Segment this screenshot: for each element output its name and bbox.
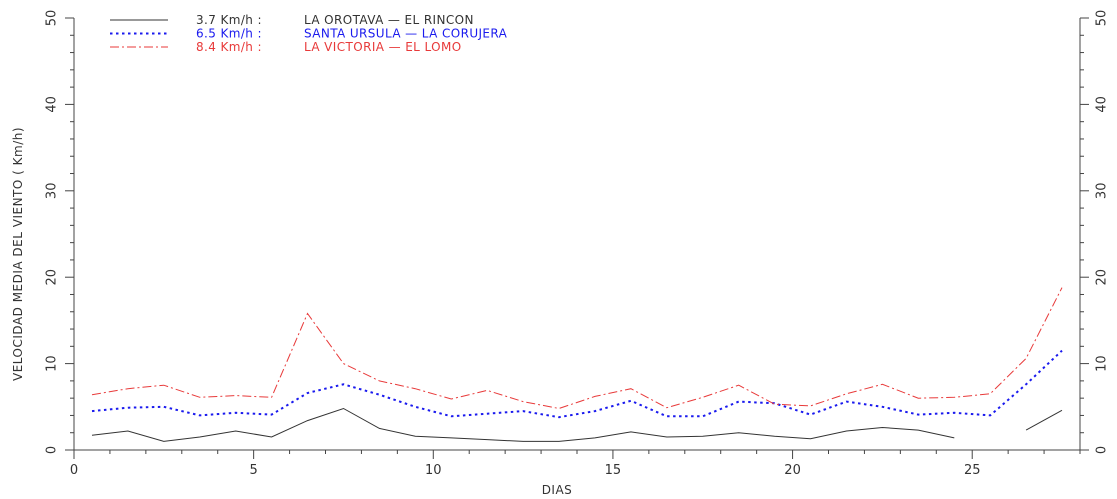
legend-label-1: LA OROTAVA — EL RINCON [304, 13, 474, 27]
y-tick-label-left: 10 [45, 355, 60, 372]
y-tick-label-left: 0 [45, 446, 60, 454]
y-tick-label-left: 20 [45, 269, 60, 286]
y-tick-label-right: 50 [1095, 10, 1110, 27]
y-tick-label-left: 30 [45, 183, 60, 200]
x-tick-label: 10 [425, 463, 442, 478]
x-tick-label: 5 [250, 463, 258, 478]
x-tick-label: 15 [605, 463, 622, 478]
y-axis-title: VELOCIDAD MEDIA DEL VIENTO ( Km/h) [11, 127, 25, 381]
legend: 3.7 Km/h : LA OROTAVA — EL RINCON 6.5 Km/h… [110, 13, 508, 54]
y-tick-label-right: 20 [1095, 269, 1110, 286]
legend-value-1: 3.7 Km/h : [196, 13, 262, 27]
x-axis-title: DIAS [542, 483, 573, 497]
y-tick-label-right: 0 [1095, 446, 1110, 454]
series-lines [91, 287, 1063, 442]
series-line-1-seg2 [1025, 409, 1063, 431]
y-tick-label-right: 10 [1095, 355, 1110, 372]
series-line-2 [91, 349, 1063, 419]
series-line-1-seg1 [91, 407, 955, 442]
axes: 0 0 10 10 20 20 30 30 40 40 50 50 0 5 10 15 20 25 [45, 10, 1110, 478]
legend-label-3: LA VICTORIA — EL LOMO [304, 40, 462, 54]
y-tick-label-left: 40 [45, 96, 60, 113]
legend-value-3: 8.4 Km/h : [196, 40, 262, 54]
x-tick-label: 20 [784, 463, 801, 478]
legend-label-2: SANTA URSULA — LA CORUJERA [304, 27, 508, 41]
legend-value-2: 6.5 Km/h : [196, 27, 262, 41]
x-tick-label: 25 [964, 463, 981, 478]
y-tick-label-right: 30 [1095, 183, 1110, 200]
y-tick-label-left: 50 [45, 10, 60, 27]
y-tick-label-right: 40 [1095, 96, 1110, 113]
series-line-3 [91, 287, 1063, 410]
x-tick-label: 0 [70, 463, 78, 478]
